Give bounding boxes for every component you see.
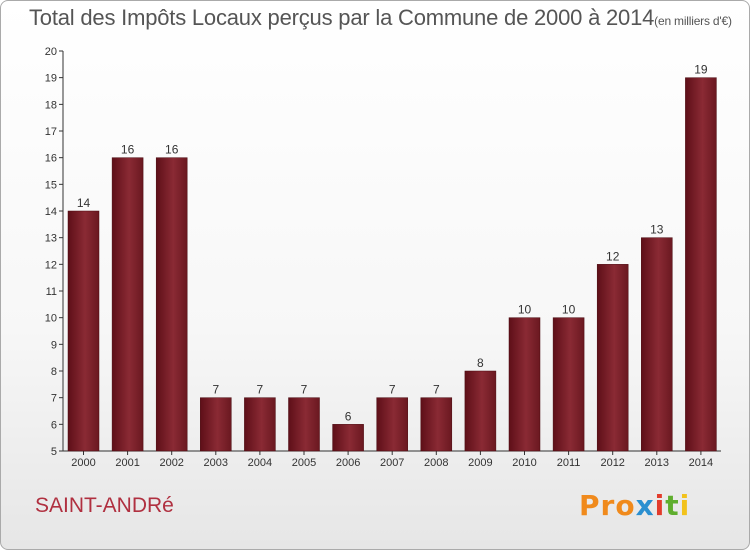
value-label-2006: 6 xyxy=(345,409,352,423)
x-tick-label-2000: 2000 xyxy=(71,457,95,469)
value-label-2005: 7 xyxy=(301,383,308,397)
y-tick-label: 12 xyxy=(45,259,57,271)
y-tick-label: 13 xyxy=(45,233,57,245)
bar-2006 xyxy=(332,424,364,452)
logo-part-5: i xyxy=(679,489,691,522)
y-tick-label: 9 xyxy=(51,339,57,351)
y-tick-label: 17 xyxy=(45,126,57,138)
bar-2013 xyxy=(641,237,673,452)
bar-2014 xyxy=(685,77,717,452)
value-label-2000: 14 xyxy=(77,196,91,210)
y-tick-label: 20 xyxy=(45,46,57,58)
x-tick-label-2002: 2002 xyxy=(159,457,183,469)
proxiti-logo[interactable]: Proxiti xyxy=(579,489,690,522)
y-tick-label: 16 xyxy=(45,153,57,165)
bar-2001 xyxy=(111,157,144,452)
y-tick-label: 14 xyxy=(45,206,57,218)
value-label-2010: 10 xyxy=(518,303,532,317)
x-tick-label-2008: 2008 xyxy=(424,457,448,469)
x-tick-label-2009: 2009 xyxy=(468,457,492,469)
value-label-2007: 7 xyxy=(389,383,396,397)
bar-2009 xyxy=(464,370,497,452)
x-tick-label-2013: 2013 xyxy=(645,457,669,469)
value-label-2008: 7 xyxy=(433,383,440,397)
y-tick-label: 19 xyxy=(45,73,57,85)
x-tick-label-2014: 2014 xyxy=(689,457,713,469)
x-tick-label-2001: 2001 xyxy=(115,457,139,469)
value-labels: 14 16 16 7 7 7 6 7 7 8 10 10 12 13 19 xyxy=(77,63,708,424)
value-label-2002: 16 xyxy=(165,143,179,157)
x-tick-label-2012: 2012 xyxy=(600,457,624,469)
logo-part-3: i xyxy=(654,489,666,522)
chart-title: Total des Impôts Locaux perçus par la Co… xyxy=(29,5,732,31)
y-tick-label: 6 xyxy=(51,419,57,431)
y-tick-label: 18 xyxy=(45,99,57,111)
x-tick-label-2011: 2011 xyxy=(557,457,581,469)
bar-2002 xyxy=(155,157,188,452)
bar-2008 xyxy=(420,397,453,452)
bar-2007 xyxy=(376,397,408,452)
y-tick-label: 11 xyxy=(46,286,57,298)
bar-2011 xyxy=(552,317,585,452)
bar-2004 xyxy=(244,397,276,452)
chart-title-main: Total des Impôts Locaux perçus par la Co… xyxy=(29,5,655,30)
logo-part-4: t xyxy=(665,489,680,522)
value-label-2013: 13 xyxy=(650,223,664,237)
logo-part-2: x xyxy=(635,489,655,522)
value-label-2014: 19 xyxy=(694,63,708,77)
bar-2012 xyxy=(596,264,629,452)
x-tick-label-2004: 2004 xyxy=(248,457,272,469)
x-tick-label-2010: 2010 xyxy=(512,457,536,469)
y-tick-label: 8 xyxy=(51,366,57,378)
x-tick-label-2007: 2007 xyxy=(380,457,404,469)
value-label-2009: 8 xyxy=(477,356,484,370)
value-label-2011: 10 xyxy=(562,303,576,317)
x-tick-label-2003: 2003 xyxy=(204,457,228,469)
logo-part-1: Pro xyxy=(579,489,636,522)
y-tick-label: 7 xyxy=(51,393,57,405)
commune-name: SAINT-ANDRé xyxy=(35,494,174,517)
x-tick-label-2006: 2006 xyxy=(336,457,360,469)
bars xyxy=(67,77,717,452)
bar-2005 xyxy=(288,397,320,452)
bar-2000 xyxy=(67,210,100,452)
y-tick-label: 10 xyxy=(45,313,57,325)
value-label-2004: 7 xyxy=(257,383,264,397)
y-tick-label: 5 xyxy=(51,446,57,458)
chart-title-unit: (en milliers d'€) xyxy=(654,14,732,28)
y-tick-label: 15 xyxy=(45,179,57,191)
x-tick-label-2005: 2005 xyxy=(292,457,316,469)
bar-2003 xyxy=(200,397,232,452)
value-label-2001: 16 xyxy=(121,143,135,157)
value-label-2003: 7 xyxy=(212,383,219,397)
value-label-2012: 12 xyxy=(606,249,620,263)
bar-2010 xyxy=(508,317,541,452)
